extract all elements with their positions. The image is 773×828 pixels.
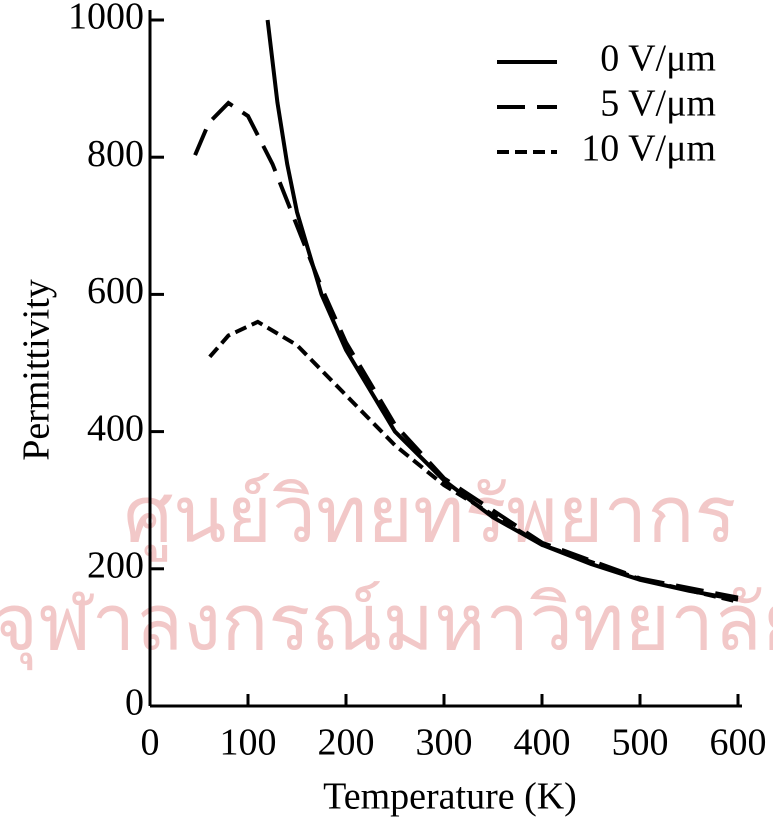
y-tick-label: 0 xyxy=(125,682,144,724)
y-tick-label: 800 xyxy=(87,133,144,175)
y-tick-label: 200 xyxy=(87,545,144,587)
data-line xyxy=(208,319,739,604)
x-tick-label: 400 xyxy=(514,722,571,764)
x-tick-label: 200 xyxy=(318,722,375,764)
data-line xyxy=(265,19,739,602)
x-tick-label: 100 xyxy=(220,722,277,764)
y-tick-label: 400 xyxy=(87,407,144,449)
x-tick-label: 600 xyxy=(710,722,767,764)
x-tick-label: 0 xyxy=(141,722,160,764)
y-tick-label: 600 xyxy=(87,270,144,312)
legend-label: 5 V/μm xyxy=(600,83,716,125)
y-tick-label: 1000 xyxy=(68,0,144,38)
y-axis-label: Permittivity xyxy=(16,279,58,461)
x-tick-label: 500 xyxy=(612,722,669,764)
x-axis-label: Temperature (K) xyxy=(323,776,577,818)
legend-label: 10 V/μm xyxy=(581,128,716,170)
x-tick-label: 300 xyxy=(416,722,473,764)
legend-label: 0 V/μm xyxy=(600,38,716,80)
watermark: ศูนย์วิทยทรัพยากร xyxy=(124,470,737,561)
watermark: จุฬาลงกรณ์มหาวิทยาลัย xyxy=(0,578,773,670)
